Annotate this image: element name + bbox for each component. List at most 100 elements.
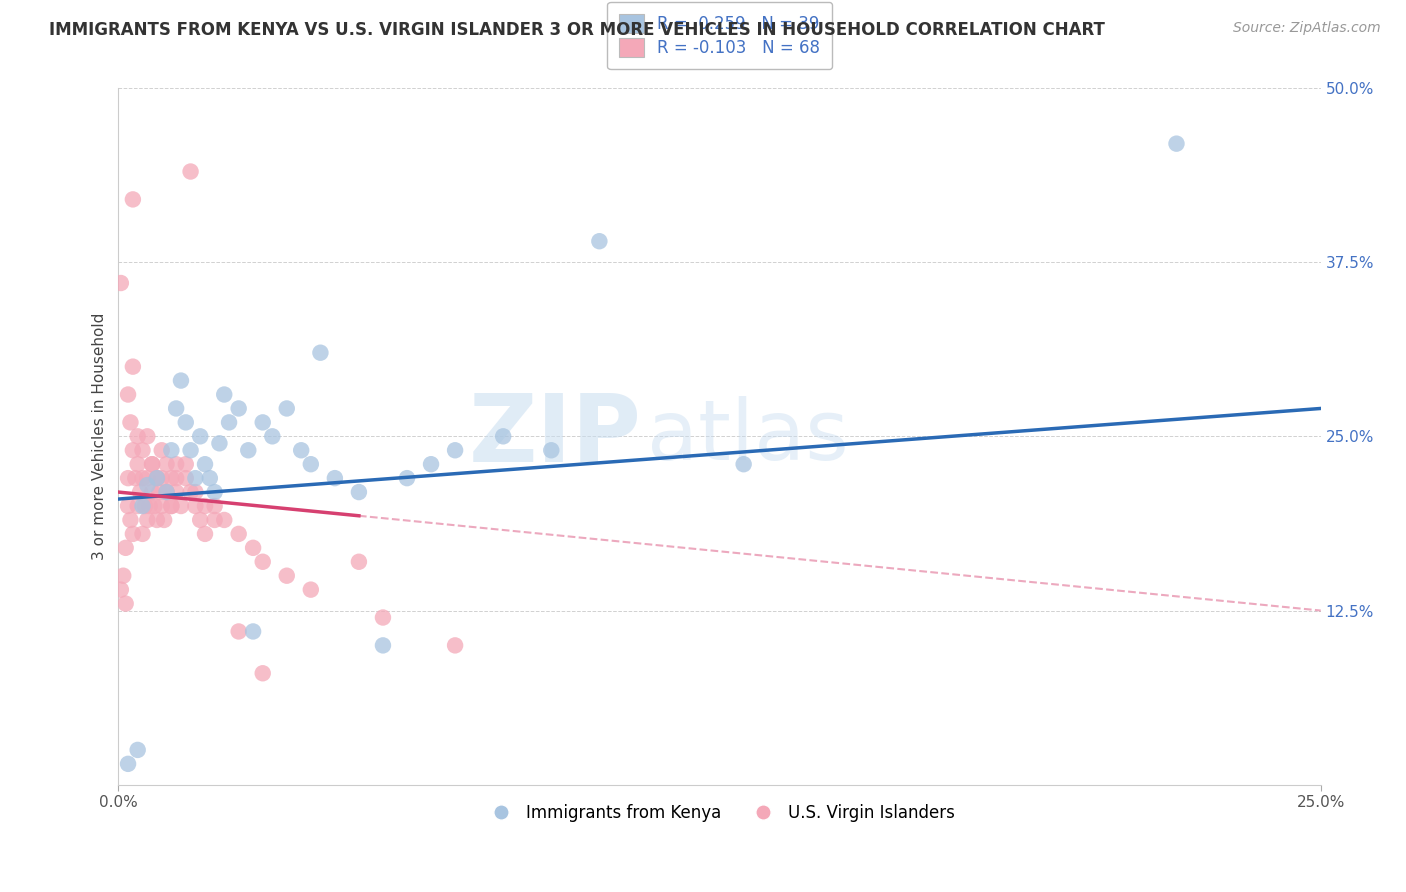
Point: [228, 401, 250, 416]
Point: [124, 471, 146, 485]
Legend: Immigrants from Kenya, U.S. Virgin Islanders: Immigrants from Kenya, U.S. Virgin Islan…: [478, 797, 962, 829]
Point: [117, 499, 139, 513]
Point: [180, 485, 202, 500]
Point: [371, 610, 394, 624]
Point: [122, 359, 145, 374]
Point: [347, 555, 370, 569]
Point: [127, 499, 149, 513]
Point: [155, 457, 177, 471]
Point: [540, 443, 562, 458]
Point: [262, 429, 284, 443]
Point: [242, 541, 264, 555]
Point: [165, 457, 187, 471]
Point: [184, 471, 207, 485]
Point: [188, 429, 211, 443]
Point: [165, 485, 187, 500]
Point: [174, 471, 197, 485]
Text: IMMIGRANTS FROM KENYA VS U.S. VIRGIN ISLANDER 3 OR MORE VEHICLES IN HOUSEHOLD CO: IMMIGRANTS FROM KENYA VS U.S. VIRGIN ISL…: [49, 21, 1105, 39]
Point: [153, 513, 176, 527]
Point: [129, 485, 152, 500]
Point: [420, 457, 443, 471]
Point: [146, 471, 169, 485]
Point: [138, 499, 160, 513]
Point: [136, 478, 159, 492]
Point: [276, 401, 298, 416]
Point: [112, 568, 135, 582]
Point: [150, 443, 173, 458]
Point: [122, 443, 145, 458]
Point: [117, 471, 139, 485]
Point: [155, 485, 177, 500]
Point: [170, 374, 193, 388]
Point: [252, 666, 274, 681]
Point: [131, 471, 153, 485]
Point: [136, 429, 159, 443]
Point: [492, 429, 515, 443]
Point: [212, 387, 235, 401]
Point: [150, 471, 173, 485]
Point: [252, 416, 274, 430]
Point: [131, 443, 153, 458]
Point: [134, 499, 156, 513]
Point: [299, 457, 322, 471]
Point: [114, 541, 136, 555]
Point: [188, 513, 211, 527]
Point: [204, 513, 226, 527]
Point: [290, 443, 312, 458]
Y-axis label: 3 or more Vehicles in Household: 3 or more Vehicles in Household: [93, 312, 107, 560]
Point: [141, 485, 163, 500]
Point: [136, 513, 159, 527]
Point: [155, 485, 177, 500]
Point: [194, 499, 217, 513]
Point: [160, 499, 183, 513]
Point: [228, 527, 250, 541]
Point: [150, 499, 173, 513]
Point: [160, 471, 183, 485]
Point: [184, 499, 207, 513]
Point: [242, 624, 264, 639]
Point: [323, 471, 346, 485]
Point: [143, 499, 166, 513]
Point: [1166, 136, 1188, 151]
Point: [127, 457, 149, 471]
Point: [165, 471, 187, 485]
Point: [347, 485, 370, 500]
Point: [136, 471, 159, 485]
Point: [371, 639, 394, 653]
Point: [170, 499, 193, 513]
Point: [148, 485, 170, 500]
Point: [228, 624, 250, 639]
Point: [146, 471, 169, 485]
Point: [194, 527, 217, 541]
Point: [160, 443, 183, 458]
Text: Source: ZipAtlas.com: Source: ZipAtlas.com: [1233, 21, 1381, 36]
Point: [110, 582, 132, 597]
Text: atlas: atlas: [648, 396, 849, 477]
Point: [194, 457, 217, 471]
Point: [131, 527, 153, 541]
Point: [160, 499, 183, 513]
Point: [122, 193, 145, 207]
Point: [120, 416, 142, 430]
Point: [309, 345, 332, 359]
Point: [444, 443, 467, 458]
Point: [444, 639, 467, 653]
Point: [174, 416, 197, 430]
Point: [212, 513, 235, 527]
Point: [174, 457, 197, 471]
Point: [198, 471, 221, 485]
Point: [218, 416, 240, 430]
Point: [120, 513, 142, 527]
Point: [117, 756, 139, 771]
Point: [276, 568, 298, 582]
Point: [127, 743, 149, 757]
Point: [204, 485, 226, 500]
Point: [204, 499, 226, 513]
Point: [299, 582, 322, 597]
Point: [122, 527, 145, 541]
Point: [395, 471, 418, 485]
Point: [208, 436, 231, 450]
Point: [155, 485, 177, 500]
Point: [165, 401, 187, 416]
Point: [131, 499, 153, 513]
